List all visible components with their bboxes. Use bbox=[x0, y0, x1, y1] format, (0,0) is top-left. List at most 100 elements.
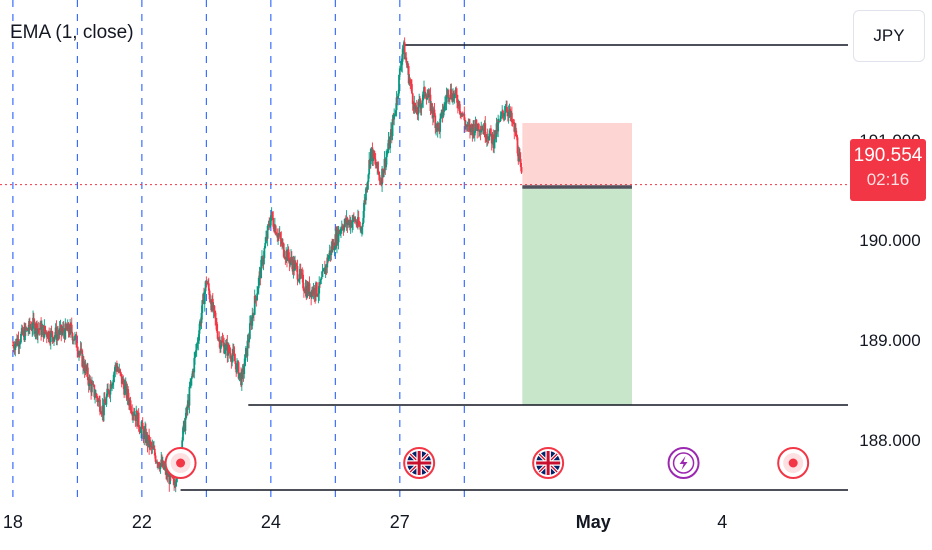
candle-body bbox=[500, 114, 503, 116]
candle-body bbox=[414, 102, 417, 110]
candle-body bbox=[484, 123, 487, 138]
price-tick-label: 188.000 bbox=[859, 431, 920, 450]
candle-body bbox=[421, 100, 424, 104]
candle-body bbox=[298, 279, 300, 281]
candle-body bbox=[513, 122, 516, 132]
candle-body bbox=[257, 288, 259, 294]
uk-flag-event-icon[interactable] bbox=[403, 447, 436, 479]
candle-body bbox=[400, 64, 403, 68]
candle-body bbox=[231, 355, 234, 362]
candle-body bbox=[122, 378, 125, 385]
candle-body bbox=[391, 119, 394, 137]
candle-body bbox=[294, 263, 296, 271]
candle-body bbox=[219, 345, 222, 349]
candle-body bbox=[31, 328, 34, 331]
candle-body bbox=[153, 448, 156, 456]
candle-body bbox=[189, 385, 192, 387]
candle-body bbox=[407, 66, 410, 84]
candle-body bbox=[157, 462, 160, 467]
candle-body bbox=[409, 80, 412, 83]
candle-body bbox=[448, 97, 451, 99]
candle-body bbox=[190, 376, 193, 379]
candle-body bbox=[440, 113, 442, 119]
red-dot-event-icon[interactable] bbox=[777, 447, 810, 479]
candle-body bbox=[429, 94, 432, 111]
candle-body bbox=[107, 390, 110, 395]
candle-body bbox=[150, 443, 153, 448]
candle-body bbox=[417, 101, 420, 115]
candle-body bbox=[369, 148, 372, 165]
candle-body bbox=[53, 335, 56, 338]
candle-body bbox=[366, 182, 369, 190]
candle-body bbox=[453, 93, 456, 99]
candle-body bbox=[95, 394, 98, 399]
uk-flag-event-icon[interactable] bbox=[532, 447, 565, 479]
candle-body bbox=[470, 124, 473, 128]
candle-body bbox=[427, 93, 430, 98]
candle-body bbox=[58, 328, 61, 335]
candle-body bbox=[403, 42, 406, 60]
candle-body bbox=[514, 127, 517, 137]
candle-body bbox=[132, 413, 135, 416]
candle-body bbox=[140, 427, 142, 433]
candle-layer bbox=[11, 37, 523, 493]
candle-body bbox=[357, 217, 360, 225]
candle-body bbox=[444, 103, 446, 105]
candle-body bbox=[229, 353, 232, 359]
candle-body bbox=[108, 394, 111, 396]
candle-body bbox=[256, 293, 259, 301]
candle-body bbox=[458, 101, 461, 111]
candle-body bbox=[251, 314, 254, 326]
candle-body bbox=[113, 371, 116, 375]
candle-body bbox=[355, 220, 358, 225]
take-profit-zone[interactable] bbox=[522, 187, 632, 405]
candle-body bbox=[351, 222, 354, 228]
candle-body bbox=[445, 94, 448, 103]
candle-body bbox=[184, 418, 187, 431]
candle-body bbox=[339, 230, 342, 234]
last-price-label: 190.554 02:16 bbox=[850, 139, 926, 201]
candle-body bbox=[320, 276, 323, 280]
candle-body bbox=[114, 365, 117, 372]
candle-body bbox=[280, 238, 283, 244]
candle-body bbox=[260, 259, 263, 279]
candle-body bbox=[296, 266, 299, 280]
candle-body bbox=[173, 478, 176, 486]
candle-body bbox=[207, 283, 210, 291]
indicator-legend[interactable]: EMA (1, close) bbox=[10, 22, 134, 43]
candle-body bbox=[86, 367, 89, 381]
candle-body bbox=[504, 111, 507, 113]
candle-body bbox=[264, 243, 267, 248]
candle-body bbox=[442, 111, 445, 117]
candle-body bbox=[143, 430, 146, 440]
candle-body bbox=[70, 324, 73, 334]
lightning-event-icon[interactable] bbox=[667, 447, 700, 479]
candle-body bbox=[223, 350, 226, 354]
candle-body bbox=[233, 354, 236, 362]
candle-body bbox=[358, 224, 361, 226]
candle-body bbox=[248, 338, 250, 343]
time-tick-label: May bbox=[576, 512, 611, 532]
candle-body bbox=[365, 188, 367, 201]
candle-body bbox=[257, 277, 260, 289]
candle-body bbox=[175, 478, 178, 482]
candle-body bbox=[18, 344, 21, 347]
candle-body bbox=[265, 236, 267, 244]
candle-body bbox=[395, 97, 398, 111]
currency-badge[interactable]: JPY bbox=[853, 10, 925, 62]
candle-body bbox=[464, 119, 467, 126]
candle-body bbox=[97, 399, 100, 403]
stop-loss-zone[interactable] bbox=[522, 123, 632, 187]
red-dot-event-icon[interactable] bbox=[164, 447, 197, 479]
candle-body bbox=[218, 338, 221, 340]
candle-body bbox=[520, 167, 523, 173]
candle-body bbox=[141, 422, 144, 429]
candle-body bbox=[195, 343, 198, 351]
candle-body bbox=[193, 357, 196, 373]
candle-body bbox=[289, 260, 292, 264]
candle-body bbox=[416, 114, 419, 116]
candle-body bbox=[33, 321, 36, 334]
candle-body bbox=[503, 112, 506, 117]
